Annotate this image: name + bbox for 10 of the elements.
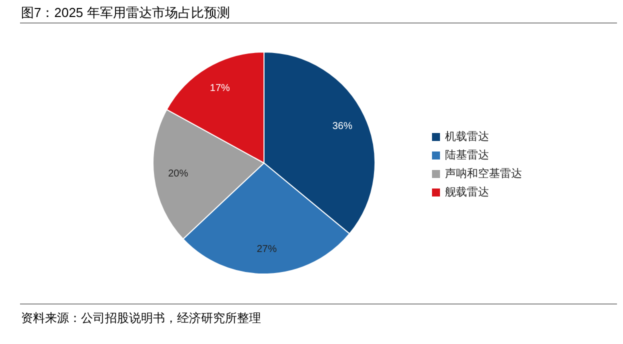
legend-label: 机载雷达 xyxy=(445,130,489,143)
data-label: 36% xyxy=(332,120,352,132)
data-label: 27% xyxy=(256,244,277,256)
data-label: 20% xyxy=(168,168,188,180)
chart-title: 图7：2025 年军用雷达市场占比预测 xyxy=(21,5,230,20)
legend-label: 舰载雷达 xyxy=(445,185,489,198)
legend-label: 陆基雷达 xyxy=(445,148,489,162)
data-label: 17% xyxy=(210,83,230,94)
text: 资料来源：公司招股说明书，经济研究所整理 xyxy=(21,311,261,325)
legend-label: 声呐和空基雷达 xyxy=(445,166,522,180)
